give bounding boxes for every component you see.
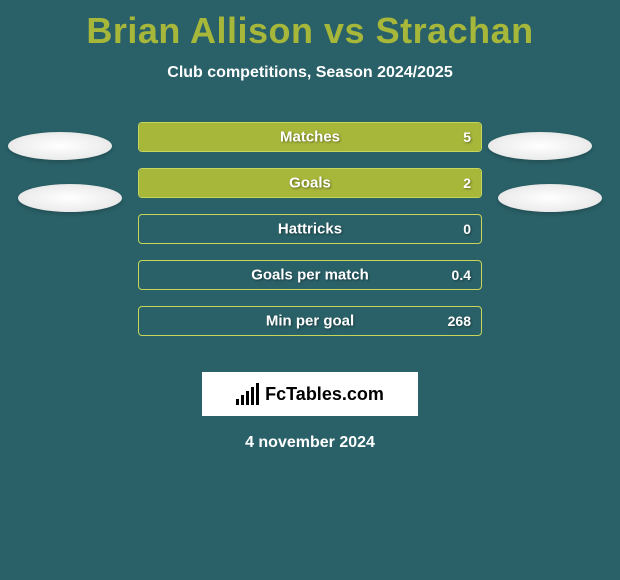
player-photo-placeholder-right-1 — [488, 132, 592, 160]
stat-row-goals: Goals 2 — [138, 168, 482, 198]
player-photo-placeholder-left-1 — [8, 132, 112, 160]
page-title: Brian Allison vs Strachan — [0, 0, 620, 52]
stat-label: Goals per match — [139, 267, 481, 284]
stat-row-matches: Matches 5 — [138, 122, 482, 152]
logo-bars-icon — [236, 383, 259, 405]
logo-text: FcTables.com — [265, 384, 384, 405]
stat-value: 2 — [463, 175, 471, 191]
source-logo: FcTables.com — [202, 372, 418, 416]
player-photo-placeholder-left-2 — [18, 184, 122, 212]
stat-label: Goals — [139, 175, 481, 192]
stat-row-min-per-goal: Min per goal 268 — [138, 306, 482, 336]
stat-label: Matches — [139, 129, 481, 146]
stat-value: 268 — [448, 313, 471, 329]
stat-bars: Matches 5 Goals 2 Hattricks 0 Goals per … — [138, 122, 482, 352]
player-photo-placeholder-right-2 — [498, 184, 602, 212]
stat-value: 0.4 — [452, 267, 471, 283]
snapshot-date: 4 november 2024 — [0, 434, 620, 452]
stat-value: 0 — [463, 221, 471, 237]
stat-label: Min per goal — [139, 313, 481, 330]
stat-row-goals-per-match: Goals per match 0.4 — [138, 260, 482, 290]
stat-label: Hattricks — [139, 221, 481, 238]
stat-row-hattricks: Hattricks 0 — [138, 214, 482, 244]
stat-value: 5 — [463, 129, 471, 145]
comparison-chart: Matches 5 Goals 2 Hattricks 0 Goals per … — [0, 122, 620, 362]
page-subtitle: Club competitions, Season 2024/2025 — [0, 64, 620, 82]
